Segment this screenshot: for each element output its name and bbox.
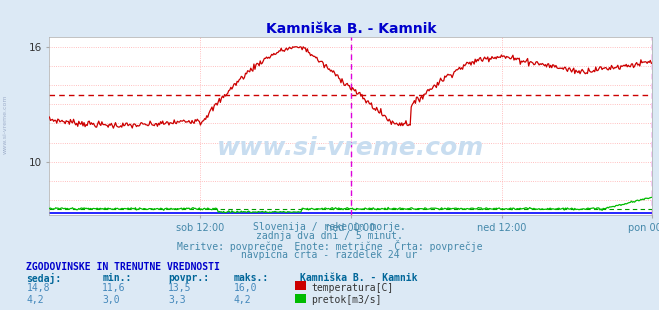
Text: 4,2: 4,2 <box>234 295 252 305</box>
Text: sedaj:: sedaj: <box>26 273 61 285</box>
Text: navpična črta - razdelek 24 ur: navpična črta - razdelek 24 ur <box>241 250 418 260</box>
Text: ZGODOVINSKE IN TRENUTNE VREDNOSTI: ZGODOVINSKE IN TRENUTNE VREDNOSTI <box>26 262 220 272</box>
Text: zadnja dva dni / 5 minut.: zadnja dva dni / 5 minut. <box>256 231 403 241</box>
Text: www.si-vreme.com: www.si-vreme.com <box>217 136 484 160</box>
Text: www.si-vreme.com: www.si-vreme.com <box>3 94 8 154</box>
Text: min.:: min.: <box>102 273 132 283</box>
Text: Slovenija / reke in morje.: Slovenija / reke in morje. <box>253 222 406 232</box>
Text: 16,0: 16,0 <box>234 283 258 293</box>
Text: 11,6: 11,6 <box>102 283 126 293</box>
Text: povpr.:: povpr.: <box>168 273 209 283</box>
Text: maks.:: maks.: <box>234 273 269 283</box>
Text: 14,8: 14,8 <box>26 283 50 293</box>
Text: temperatura[C]: temperatura[C] <box>311 283 393 293</box>
Text: 13,5: 13,5 <box>168 283 192 293</box>
Text: pretok[m3/s]: pretok[m3/s] <box>311 295 382 305</box>
Text: Meritve: povprečne  Enote: metrične  Črta: povprečje: Meritve: povprečne Enote: metrične Črta:… <box>177 240 482 252</box>
Text: 3,0: 3,0 <box>102 295 120 305</box>
Text: 3,3: 3,3 <box>168 295 186 305</box>
Text: Kamniška B. - Kamnik: Kamniška B. - Kamnik <box>300 273 417 283</box>
Title: Kamniška B. - Kamnik: Kamniška B. - Kamnik <box>266 22 436 36</box>
Text: 4,2: 4,2 <box>26 295 44 305</box>
